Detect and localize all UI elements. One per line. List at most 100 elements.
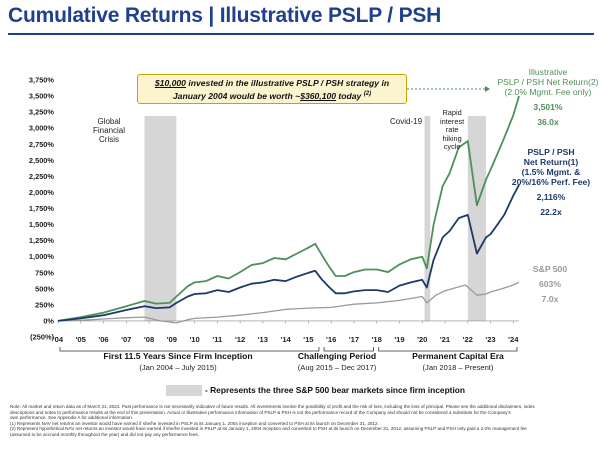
net-series-label: PSLP / PSH Net Return(1) (1.5% Mgmt. & 2…	[505, 147, 597, 217]
gfc-line: Global	[97, 117, 121, 126]
net-label-line: 20%/16% Perf. Fee)	[511, 177, 591, 187]
illustrative-pct: 3,501%	[533, 102, 563, 112]
x-tick-label: '22	[463, 335, 473, 344]
period-name: First 11.5 Years Since Firm Inception	[103, 351, 253, 361]
y-tick-label: 2,500%	[29, 156, 54, 165]
net-series-line	[57, 184, 520, 322]
x-tick-label: '18	[372, 335, 382, 344]
x-tick-label: '20	[417, 335, 427, 344]
x-tick-label: '23	[485, 335, 495, 344]
net-label-line: PSLP / PSH	[527, 147, 575, 157]
x-tick-label: '05	[76, 335, 87, 344]
rate-line: hiking	[442, 133, 462, 143]
y-tick-label: 1,750%	[29, 204, 54, 213]
period-bracket	[323, 347, 374, 352]
y-tick-label: 500%	[35, 284, 54, 293]
y-tick-label: 1,500%	[29, 220, 54, 229]
gfc-annotation: Global Financial Crisis	[93, 117, 125, 144]
rate-line: Rapid	[442, 108, 462, 117]
period-permanent: Permanent Capital Era (Jan 2018 – Presen…	[392, 351, 524, 372]
x-tick-label: '16	[326, 335, 336, 344]
callout-text-2a: January 2004 would be worth ~	[172, 90, 301, 101]
callout-amount-today: $360,100	[300, 90, 337, 101]
x-tick-label: '24	[508, 335, 519, 344]
x-tick-label: '13	[258, 335, 268, 344]
net-label-line: (1.5% Mgmt. &	[521, 167, 581, 177]
bear-market-band	[424, 116, 431, 321]
x-tick-label: '17	[349, 335, 359, 344]
callout-text-2b: today	[336, 90, 362, 101]
illustrative-label-line: Illustrative	[528, 67, 568, 77]
period-bracket	[378, 347, 518, 352]
sp500-multiple: 7.0x	[541, 294, 559, 304]
net-label-line: Net Return(1)	[523, 157, 579, 167]
x-tick-label: '04	[53, 335, 64, 344]
y-tick-label: 3,250%	[29, 108, 54, 117]
x-tick-label: '08	[144, 335, 154, 344]
y-tick-label: 750%	[35, 268, 54, 277]
x-tick-label: '07	[121, 335, 131, 344]
period-range: (Jan 2018 – Present)	[422, 363, 494, 372]
x-tick-label: '21	[440, 335, 451, 344]
x-tick-label: '19	[394, 335, 404, 344]
x-tick-label: '06	[98, 335, 108, 344]
footnote-line: Note: All market and return data as of M…	[10, 404, 535, 409]
gfc-line: Financial	[93, 126, 126, 135]
bear-market-legend-text: - Represents the three S&P 500 bear mark…	[205, 385, 466, 395]
footnote-line: own performance. See Appendix A for addi…	[10, 415, 134, 421]
y-tick-label: 250%	[35, 300, 54, 309]
illustrative-series-line	[57, 95, 520, 322]
rate-line: rate	[445, 125, 459, 135]
illustrative-label-line: PSLP / PSH Net Return(2)	[497, 77, 599, 87]
y-tick-label: 1,250%	[29, 236, 54, 245]
callout-connector-arrow	[485, 86, 490, 92]
period-range: (Aug 2015 – Dec 2017)	[297, 363, 377, 372]
sp500-pct: 603%	[539, 279, 561, 289]
rate-line: interest	[440, 116, 465, 126]
y-tick-label: 3,500%	[29, 92, 54, 101]
sp500-series-label: S&P 500 603% 7.0x	[520, 264, 580, 304]
period-first: First 11.5 Years Since Firm Inception (J…	[78, 351, 278, 372]
illustrative-multiple: 36.0x	[537, 117, 559, 127]
y-tick-label: 3,000%	[29, 124, 54, 133]
footnote-line: (2) Represent hypothetical NAV net retur…	[10, 426, 527, 432]
x-tick-label: '09	[167, 335, 177, 344]
callout-note: (2)	[363, 91, 372, 97]
x-tick-label: '15	[303, 335, 314, 344]
x-tick-label: '11	[212, 335, 223, 344]
bear-market-legend-swatch	[166, 385, 202, 396]
gfc-line: Crisis	[99, 135, 119, 144]
y-tick-label: 3,750%	[29, 76, 54, 85]
footnote-line: (1) Represents NAV net returns an invest…	[10, 420, 379, 426]
net-pct: 2,116%	[536, 192, 566, 202]
footnote-line: descriptions and notes to performance re…	[10, 409, 511, 415]
illustrative-series-label: Illustrative PSLP / PSH Net Return(2) (2…	[492, 67, 602, 127]
sp500-label-line: S&P 500	[532, 264, 568, 274]
period-name: Permanent Capital Era	[412, 351, 504, 361]
callout-text-1: invested in the illustrative PSLP / PSH …	[185, 78, 390, 88]
period-name: Challenging Period	[297, 351, 377, 361]
footnotes: Note: All market and return data as of M…	[10, 404, 596, 438]
y-tick-label: 2,000%	[29, 188, 54, 197]
period-challenging: Challenging Period (Aug 2015 – Dec 2017)	[287, 351, 387, 372]
illustrative-label-line: (2.0% Mgmt. Fee only)	[504, 87, 592, 97]
y-tick-label: (250%)	[30, 333, 54, 342]
covid-annotation: Covid-19	[390, 117, 423, 126]
callout-amount-invested: $10,000	[154, 78, 186, 88]
page-title: Cumulative Returns | Illustrative PSLP /…	[8, 4, 442, 27]
x-tick-label: '14	[281, 335, 292, 344]
y-tick-label: 1,000%	[29, 252, 54, 261]
footnote-line: (assumed to be accrued monthly throughou…	[10, 431, 199, 437]
sp500-series-line	[57, 281, 520, 324]
title-divider	[8, 33, 594, 35]
x-tick-label: '10	[189, 335, 199, 344]
y-tick-label: 2,250%	[29, 172, 54, 181]
y-tick-label: 0%	[43, 316, 54, 325]
rate-hiking-annotation: Rapid interest rate hiking cycle	[440, 108, 465, 152]
x-tick-label: '12	[235, 335, 245, 344]
period-range: (Jan 2004 – July 2015)	[139, 363, 217, 372]
y-tick-label: 2,750%	[29, 140, 54, 149]
bear-market-band	[144, 116, 177, 321]
rate-line: cycle	[443, 142, 461, 152]
period-bracket	[59, 347, 320, 352]
